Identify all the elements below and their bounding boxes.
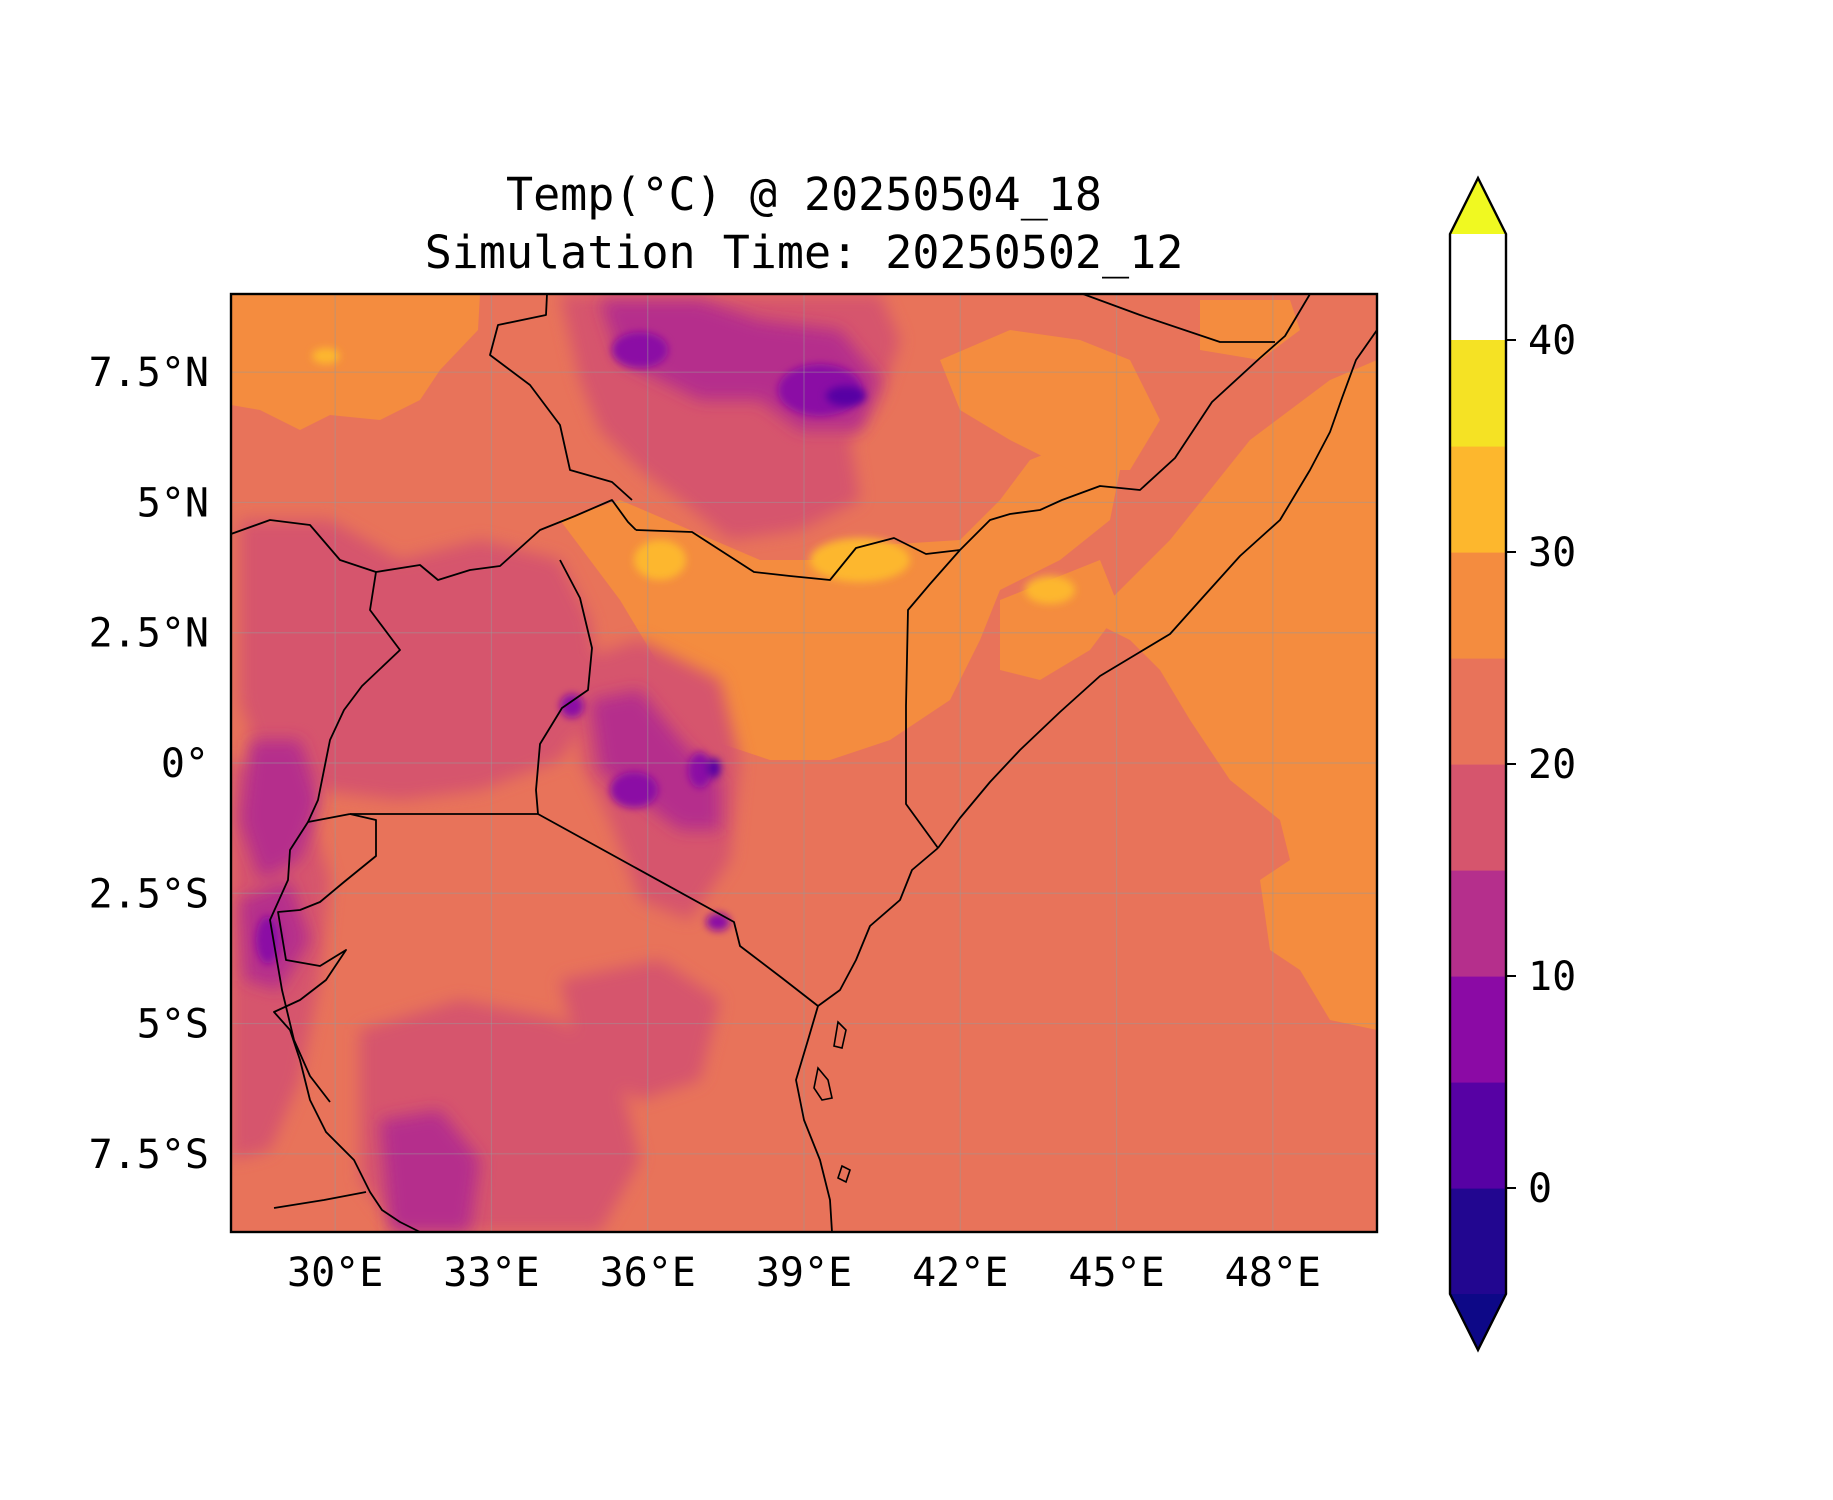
lon-tick-label: 42°E	[912, 1250, 1008, 1296]
lat-tick-label: 0°	[161, 741, 209, 787]
colorbar-segment	[1450, 340, 1506, 447]
cold-spot-mt-kenya	[610, 772, 658, 808]
coldest-spot-simien	[826, 386, 866, 406]
border-ethiopia-kenya	[635, 529, 961, 581]
coastline-kenya-tanzania	[817, 847, 939, 1007]
cold-spot-aberdares	[688, 752, 712, 788]
colorbar-segment	[1450, 764, 1506, 871]
lon-tick-label: 48°E	[1225, 1250, 1321, 1296]
colorbar: 0 10 20 30 40	[1448, 175, 1576, 1353]
colorbar-outline	[1448, 175, 1508, 1353]
colorbar-tick-label: 20	[1528, 742, 1576, 788]
border-kenya-uganda	[535, 559, 593, 815]
colorbar-tick-label: 30	[1528, 530, 1576, 576]
map-frame	[229, 292, 1379, 1234]
hot-spot-somali-coast	[1025, 576, 1075, 604]
country-borders	[231, 294, 1377, 1232]
colorbar-segment	[1450, 976, 1506, 1083]
border-south-sudan-uganda	[231, 499, 637, 581]
mild-region-uganda	[240, 520, 600, 800]
colorbar-segment	[1450, 658, 1506, 765]
colorbar-segment	[1450, 552, 1506, 659]
hot-spot-south-sudan	[312, 348, 340, 364]
colorbar-segment	[1450, 870, 1506, 977]
chart-title-line1: Temp(°C) @ 20250504_18	[506, 168, 1102, 221]
lat-tick-label: 2.5°S	[89, 871, 209, 917]
map-gridlines	[231, 294, 1377, 1232]
cold-spot-kilimanjaro	[706, 913, 730, 931]
map-panel	[231, 294, 1377, 1232]
lon-tick-label: 36°E	[600, 1250, 696, 1296]
colorbar-tick-label: 10	[1528, 954, 1576, 1000]
warm-region-northwest	[231, 294, 480, 430]
lon-tick-label: 45°E	[1068, 1250, 1164, 1296]
warm-region-indian-ocean	[1090, 360, 1377, 1030]
lat-tick-label: 5°N	[137, 480, 209, 526]
border-ethiopia-somalia	[959, 294, 1311, 551]
islands	[813, 1020, 851, 1184]
latitude-tick-labels: 7.5°N 5°N 2.5°N 0° 2.5°S 5°S 7.5°S	[89, 350, 209, 1178]
border-tanzania-zambia	[273, 1191, 367, 1209]
island-pemba	[833, 1020, 847, 1049]
longitude-tick-labels: 30°E 33°E 36°E 39°E 42°E 45°E 48°E	[287, 1250, 1321, 1296]
cold-spot-kivu	[256, 916, 280, 964]
border-somaliland-ethiopia	[1082, 294, 1275, 343]
colorbar-tick-label: 0	[1528, 1166, 1552, 1212]
cold-spot-ethiopia-1	[612, 332, 668, 368]
hot-spot-north-kenya	[810, 538, 910, 582]
colorbar-segment	[1450, 1188, 1506, 1295]
colorbar-segment	[1450, 446, 1506, 553]
cool-region-kenya-central	[590, 690, 720, 830]
temperature-field-coldest	[707, 386, 866, 778]
temperature-field-hot	[312, 348, 1075, 604]
border-rwanda-burundi	[273, 813, 377, 1031]
island-mafia	[837, 1164, 851, 1184]
colorbar-extend-over	[1450, 178, 1506, 234]
coastline-east-africa	[795, 1005, 833, 1232]
lat-tick-label: 5°S	[137, 1002, 209, 1048]
colorbar-segment	[1450, 1082, 1506, 1189]
cool-region-tanzania-highlands	[380, 1110, 480, 1232]
border-kenya-tanzania	[537, 813, 819, 1007]
lat-tick-label: 7.5°N	[89, 350, 209, 396]
lat-tick-label: 7.5°S	[89, 1132, 209, 1178]
lon-tick-label: 39°E	[756, 1250, 852, 1296]
border-kenya-somalia	[905, 549, 961, 849]
colorbar-extend-under	[1450, 1294, 1506, 1350]
lon-tick-label: 30°E	[287, 1250, 383, 1296]
hot-spot-lake-turkana	[634, 540, 686, 580]
lon-tick-label: 33°E	[443, 1250, 539, 1296]
warm-region-ogaden	[940, 330, 1160, 470]
mild-region-tanzania-central	[560, 960, 720, 1100]
coldest-spot-mt-kenya	[707, 758, 721, 778]
border-south-sudan-ethiopia	[489, 294, 633, 501]
colorbar-tick-label: 40	[1528, 318, 1576, 364]
chart-title-line2: Simulation Time: 20250502_12	[425, 226, 1184, 279]
lat-tick-label: 2.5°N	[89, 611, 209, 657]
border-uganda-drc	[307, 571, 401, 823]
island-zanzibar	[813, 1066, 833, 1101]
border-tanzania-drc-lake-tanganyika	[289, 1029, 421, 1232]
border-drc-west	[269, 821, 331, 1103]
coastline-kenya-somalia	[937, 329, 1377, 849]
cool-region-rwenzori	[240, 740, 320, 880]
cold-spot-elgon	[560, 694, 584, 718]
